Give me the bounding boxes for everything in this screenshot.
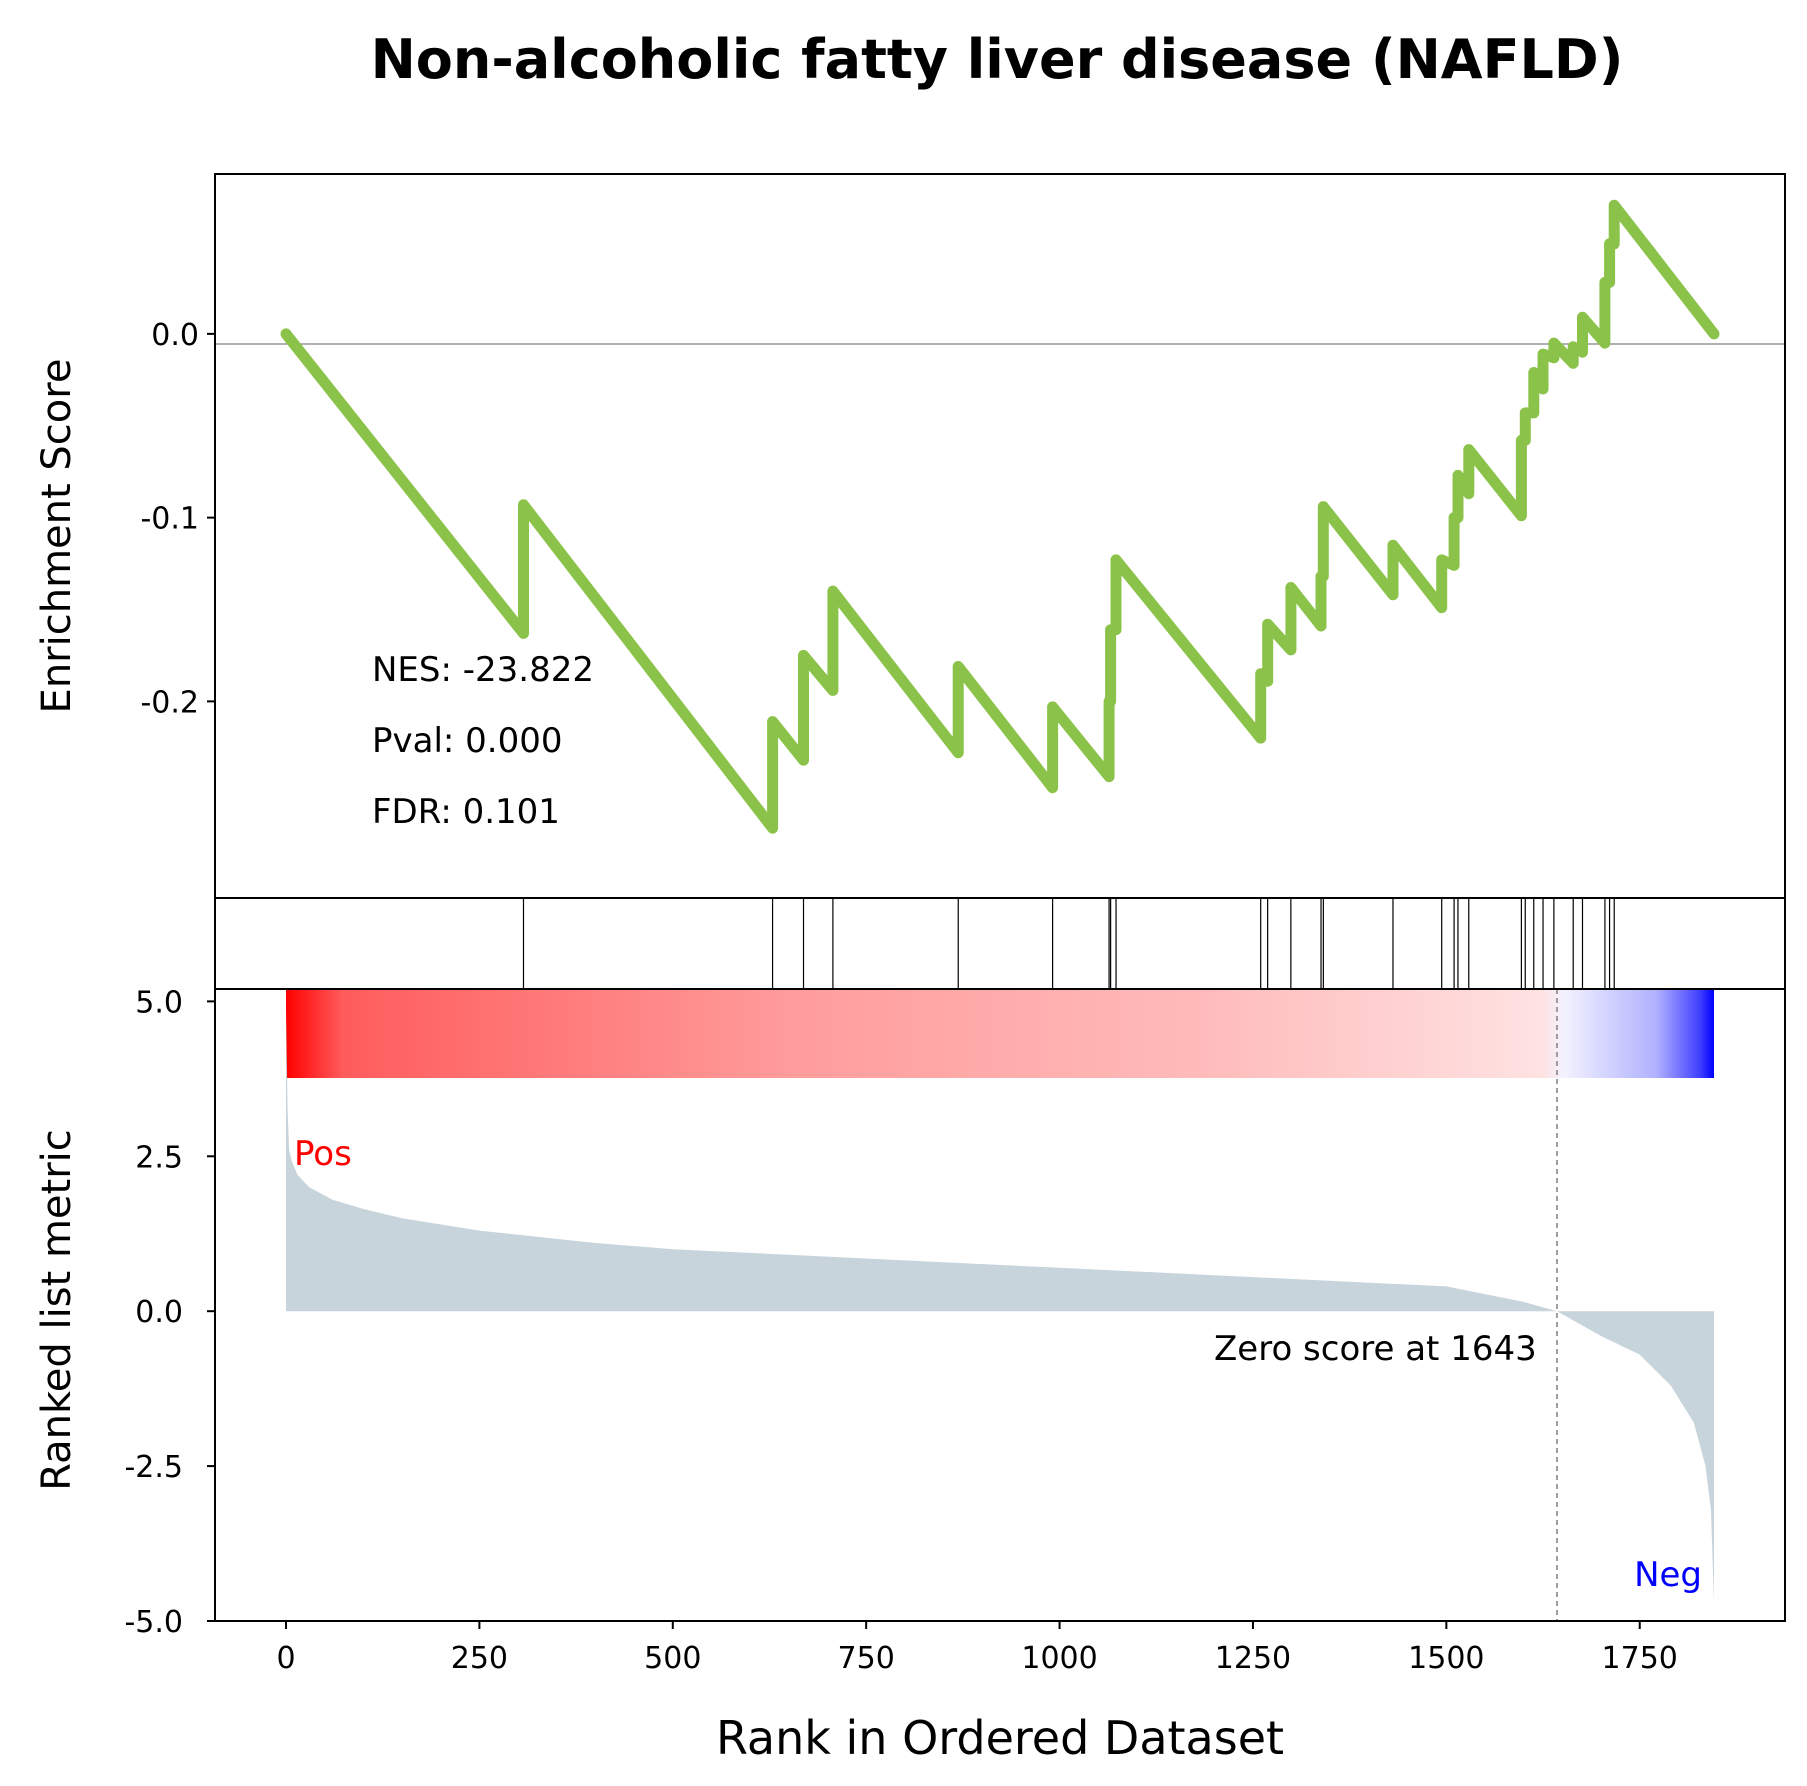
x-axis-label: Rank in Ordered Dataset	[716, 1711, 1284, 1765]
ranked-metric-panel: 5.0 2.5 0.0 -2.5 -5.0 Zero score at 1643 Pos…	[34, 985, 1786, 1640]
pval-label: Pval: 0.000	[372, 721, 563, 761]
enrichment-y-axis-label: Enrichment Score	[34, 359, 80, 714]
enrichment-panel: 0.0 -0.1 -0.2 NES: -23.822 Pval: 0.000 FDR…	[34, 173, 1786, 899]
enrichment-y-tick-label: -0.2	[140, 685, 199, 720]
enrichment-y-tick-label: 0.0	[151, 318, 199, 353]
x-axis-ticks: 0 250 500 750 1000 1250 1500 1750	[276, 1621, 1678, 1676]
ranked-metric-y-tick-label: 2.5	[135, 1140, 183, 1175]
ranked-metric-axes-frame	[214, 988, 1786, 1622]
rank-color-bar	[286, 989, 1714, 1078]
ranked-metric-y-axis-label: Ranked list metric	[34, 1129, 80, 1491]
ranked-metric-y-tick-label: -5.0	[124, 1605, 183, 1640]
x-tick-label: 250	[451, 1641, 508, 1676]
enrichment-y-tick-label: -0.1	[140, 502, 199, 537]
hits-panel	[214, 897, 1786, 990]
hits-axes-frame	[214, 897, 1786, 990]
ranked-metric-y-tick-label: 0.0	[135, 1295, 183, 1330]
enrichment-score-line	[280, 199, 1720, 834]
x-tick-label: 0	[276, 1641, 295, 1676]
nes-label: NES: -23.822	[372, 650, 594, 690]
pos-label: Pos	[294, 1134, 352, 1174]
ranked-metric-y-ticks: 5.0 2.5 0.0 -2.5 -5.0	[124, 985, 215, 1640]
chart-title: Non-alcoholic fatty liver disease (NAFLD…	[371, 28, 1624, 91]
x-tick-label: 1000	[1021, 1641, 1097, 1676]
fdr-label: FDR: 0.101	[372, 792, 560, 832]
x-tick-label: 1500	[1408, 1641, 1484, 1676]
ranked-metric-y-tick-label: -2.5	[124, 1450, 183, 1485]
x-tick-label: 1750	[1602, 1641, 1678, 1676]
enrichment-y-ticks: 0.0 -0.1 -0.2	[140, 318, 215, 720]
ranked-metric-y-tick-label: 5.0	[135, 985, 183, 1020]
x-tick-label: 1250	[1215, 1641, 1291, 1676]
zero-score-label: Zero score at 1643	[1214, 1329, 1537, 1369]
ranked-metric-area	[286, 1007, 1714, 1603]
x-tick-label: 500	[644, 1641, 701, 1676]
x-tick-label: 750	[838, 1641, 895, 1676]
gene-hit-lines	[522, 898, 1615, 989]
neg-label: Neg	[1634, 1555, 1702, 1595]
